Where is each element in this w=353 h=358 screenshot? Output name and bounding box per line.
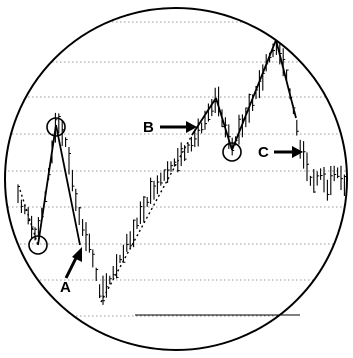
trend-line-1 <box>55 124 81 246</box>
arrow-a <box>64 247 82 279</box>
low-circle-mid <box>222 142 242 162</box>
low-circle-left <box>28 235 48 255</box>
gridlines <box>5 21 347 317</box>
label-b: B <box>143 119 154 136</box>
trend-line-5 <box>275 39 297 119</box>
trend-line-3 <box>215 97 233 151</box>
arrow-b <box>160 121 197 133</box>
high-circle-left <box>46 117 66 137</box>
label-a: A <box>60 279 71 296</box>
lens-circle <box>4 7 348 351</box>
trend-lines <box>19 39 297 303</box>
arrow-c <box>274 146 303 158</box>
trend-line-4 <box>231 39 277 151</box>
label-c: C <box>258 144 269 161</box>
trend-line-0 <box>37 124 57 246</box>
trend-line-2 <box>191 97 217 136</box>
price-bars <box>17 39 347 305</box>
dotted-trend-line-1 <box>100 134 193 303</box>
